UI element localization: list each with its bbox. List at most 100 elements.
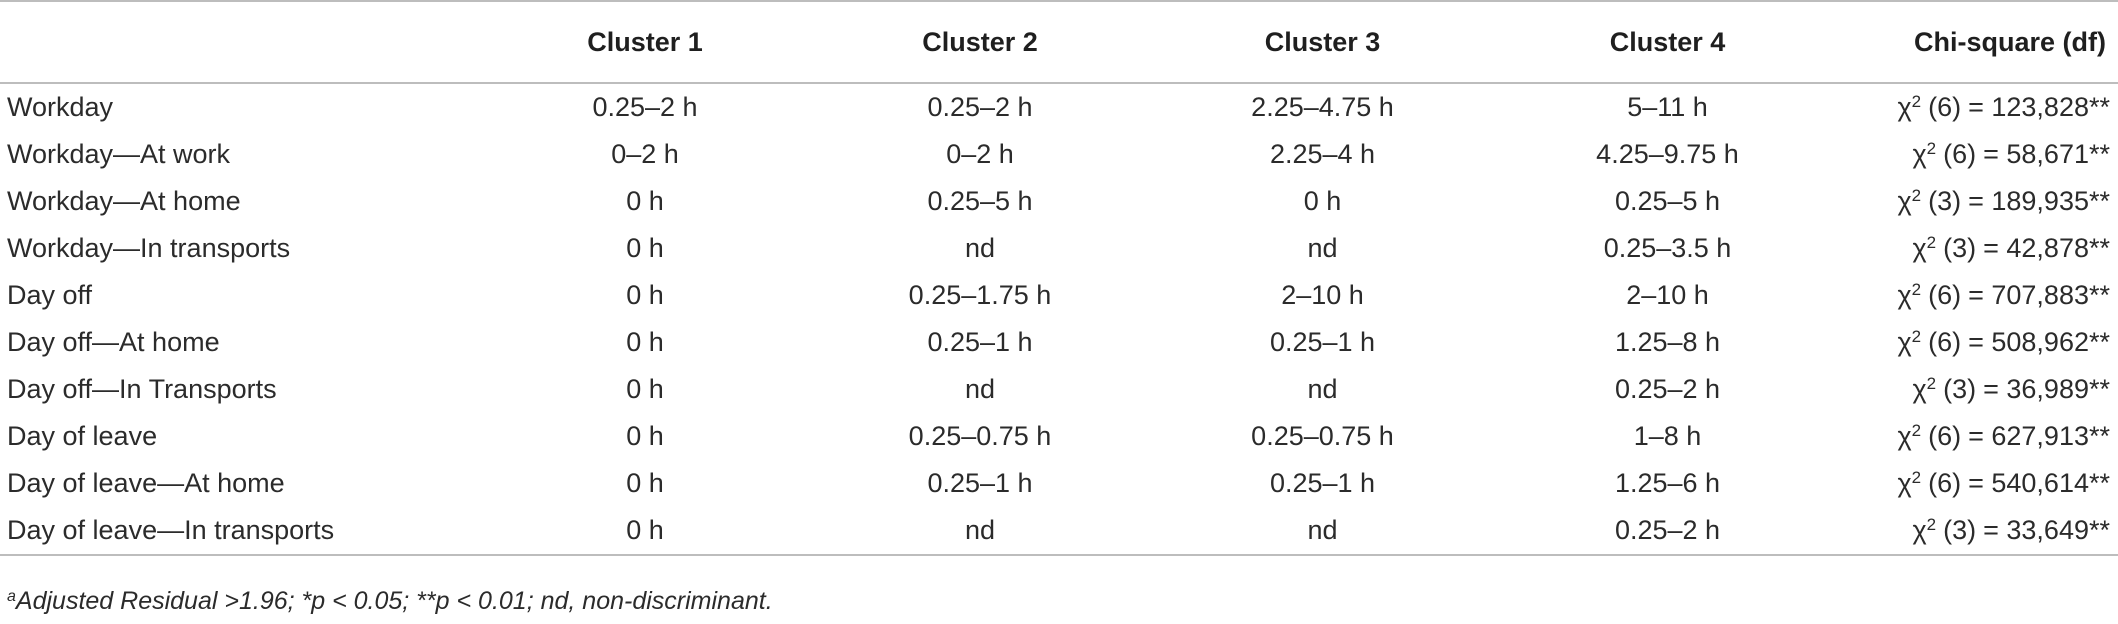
chi-symbol: χ bbox=[1912, 374, 1927, 404]
chi-df: (6) bbox=[1943, 139, 1977, 169]
table-row: Day off—In Transports 0 h nd nd 0.25–2 h χ2 (3… bbox=[0, 366, 2118, 413]
chi-statistic: = 58,671** bbox=[1983, 139, 2110, 169]
chi-df: (3) bbox=[1943, 515, 1977, 545]
cluster-1-cell: 0 h bbox=[626, 186, 664, 216]
chi-statistic: = 189,935** bbox=[1968, 186, 2110, 216]
table-row: Day off 0 h 0.25–1.75 h 2–10 h 2–10 h χ2 (6) = … bbox=[0, 272, 2118, 319]
chi-df: (6) bbox=[1928, 468, 1962, 498]
header-blank bbox=[0, 1, 480, 83]
chi-exponent: 2 bbox=[1926, 515, 1937, 534]
footnote-marker: a bbox=[7, 588, 16, 605]
row-label: Workday—At home bbox=[7, 186, 241, 216]
table-header: Cluster 1 Cluster 2 Cluster 3 Cluster 4 … bbox=[0, 1, 2118, 83]
table-body: Workday 0.25–2 h 0.25–2 h 2.25–4.75 h 5–11 h… bbox=[0, 83, 2118, 555]
cluster-3-cell: nd bbox=[1307, 374, 1338, 404]
chi-statistic: = 540,614** bbox=[1968, 468, 2110, 498]
cluster-2-cell: nd bbox=[964, 515, 996, 545]
cluster-1-cell: 0.25–2 h bbox=[592, 92, 698, 122]
cluster-1-cell: 0 h bbox=[626, 327, 664, 357]
cluster-3-cell: 2.25–4 h bbox=[1269, 139, 1376, 169]
chi-square-cell: χ2 (6) = 627,913** bbox=[1840, 413, 2118, 460]
cluster-4-cell: 1–8 h bbox=[1633, 421, 1702, 451]
header-cluster-4: Cluster 4 bbox=[1609, 26, 1726, 57]
chi-exponent: 2 bbox=[1926, 233, 1937, 252]
table-row: Day of leave—At home 0 h 0.25–1 h 0.25–1 h 1… bbox=[0, 460, 2118, 507]
chi-df: (3) bbox=[1943, 233, 1977, 263]
chi-statistic: = 508,962** bbox=[1968, 327, 2110, 357]
cluster-3-cell: nd bbox=[1307, 515, 1338, 545]
chi-statistic: = 36,989** bbox=[1983, 374, 2110, 404]
cluster-2-cell: 0.25–1 h bbox=[927, 468, 1033, 498]
chi-symbol: χ bbox=[1897, 186, 1912, 216]
row-label: Day off—In Transports bbox=[7, 374, 277, 404]
row-label: Workday bbox=[7, 92, 114, 122]
chi-exponent: 2 bbox=[1911, 421, 1922, 440]
chi-df: (6) bbox=[1928, 280, 1962, 310]
table-row: Day off—At home 0 h 0.25–1 h 0.25–1 h 1.25–8… bbox=[0, 319, 2118, 366]
header-row: Cluster 1 Cluster 2 Cluster 3 Cluster 4 … bbox=[0, 1, 2118, 83]
chi-statistic: = 627,913** bbox=[1968, 421, 2110, 451]
table-row: Workday 0.25–2 h 0.25–2 h 2.25–4.75 h 5–11 h… bbox=[0, 83, 2118, 131]
row-label: Day of leave bbox=[7, 421, 158, 451]
cluster-4-cell: 0.25–5 h bbox=[1614, 186, 1721, 216]
footnote-text: Adjusted Residual >1.96; *p < 0.05; **p … bbox=[15, 587, 773, 615]
cluster-4-cell: 4.25–9.75 h bbox=[1596, 139, 1739, 169]
table-row: Day of leave 0 h 0.25–0.75 h 0.25–0.75 h 1–8… bbox=[0, 413, 2118, 460]
chi-symbol: χ bbox=[1897, 280, 1912, 310]
cluster-2-cell: 0.25–1.75 h bbox=[908, 280, 1052, 310]
cluster-4-cell: 0.25–3.5 h bbox=[1603, 233, 1732, 263]
cluster-1-cell: 0–2 h bbox=[611, 139, 679, 169]
chi-symbol: χ bbox=[1897, 421, 1912, 451]
cluster-4-cell: 1.25–8 h bbox=[1614, 327, 1721, 357]
results-table: Cluster 1 Cluster 2 Cluster 3 Cluster 4 … bbox=[0, 1, 2118, 555]
cluster-3-cell: 0.25–1 h bbox=[1269, 468, 1376, 498]
cluster-1-cell: 0 h bbox=[626, 280, 664, 310]
chi-exponent: 2 bbox=[1911, 468, 1922, 487]
row-label: Day off—At home bbox=[7, 327, 220, 357]
chi-statistic: = 42,878** bbox=[1983, 233, 2110, 263]
table-row: Workday—At home 0 h 0.25–5 h 0 h 0.25–5 h χ2 (… bbox=[0, 178, 2118, 225]
chi-exponent: 2 bbox=[1911, 327, 1922, 346]
row-label: Day of leave—At home bbox=[7, 468, 285, 498]
chi-square-cell: χ2 (6) = 540,614** bbox=[1840, 460, 2118, 507]
chi-symbol: χ bbox=[1897, 327, 1912, 357]
row-label: Workday—At work bbox=[7, 139, 231, 169]
cluster-1-cell: 0 h bbox=[626, 421, 664, 451]
chi-square-cell: χ2 (3) = 36,989** bbox=[1840, 366, 2118, 413]
chi-statistic: = 707,883** bbox=[1968, 280, 2110, 310]
cluster-4-cell: 2–10 h bbox=[1626, 280, 1709, 310]
table-row: Workday—At work 0–2 h 0–2 h 2.25–4 h 4.25–9.… bbox=[0, 131, 2118, 178]
row-label: Day off bbox=[7, 280, 93, 310]
chi-df: (6) bbox=[1928, 327, 1962, 357]
cluster-2-cell: 0.25–0.75 h bbox=[908, 421, 1052, 451]
cluster-3-cell: 0.25–0.75 h bbox=[1251, 421, 1394, 451]
table-row: Day of leave—In transports 0 h nd nd 0.25–2 … bbox=[0, 507, 2118, 555]
cluster-3-cell: 0 h bbox=[1303, 186, 1342, 216]
cluster-4-cell: 0.25–2 h bbox=[1614, 515, 1721, 545]
chi-symbol: χ bbox=[1897, 468, 1912, 498]
chi-symbol: χ bbox=[1912, 233, 1927, 263]
cluster-2-cell: 0.25–5 h bbox=[927, 186, 1033, 216]
cluster-2-cell: 0.25–2 h bbox=[927, 92, 1033, 122]
chi-df: (3) bbox=[1928, 186, 1962, 216]
chi-symbol: χ bbox=[1897, 92, 1912, 122]
chi-square-cell: χ2 (6) = 707,883** bbox=[1840, 272, 2118, 319]
chi-square-cell: χ2 (3) = 42,878** bbox=[1840, 225, 2118, 272]
cluster-4-cell: 0.25–2 h bbox=[1614, 374, 1721, 404]
row-label: Workday—In transports bbox=[7, 233, 291, 263]
chi-df: (6) bbox=[1928, 92, 1962, 122]
header-cluster-2: Cluster 2 bbox=[922, 26, 1038, 57]
header-chi-square: Chi-square (df) bbox=[1914, 26, 2106, 57]
cluster-2-cell: 0.25–1 h bbox=[927, 327, 1033, 357]
cluster-3-cell: 2–10 h bbox=[1281, 280, 1364, 310]
cluster-3-cell: 2.25–4.75 h bbox=[1251, 92, 1394, 122]
row-label: Day of leave—In transports bbox=[7, 515, 335, 545]
chi-symbol: χ bbox=[1912, 515, 1927, 545]
cluster-2-cell: 0–2 h bbox=[946, 139, 1014, 169]
chi-square-cell: χ2 (3) = 33,649** bbox=[1840, 507, 2118, 555]
cluster-4-cell: 1.25–6 h bbox=[1614, 468, 1721, 498]
cluster-1-cell: 0 h bbox=[626, 374, 664, 404]
chi-statistic: = 33,649** bbox=[1983, 515, 2110, 545]
chi-square-cell: χ2 (6) = 123,828** bbox=[1840, 83, 2118, 131]
cluster-1-cell: 0 h bbox=[626, 515, 664, 545]
